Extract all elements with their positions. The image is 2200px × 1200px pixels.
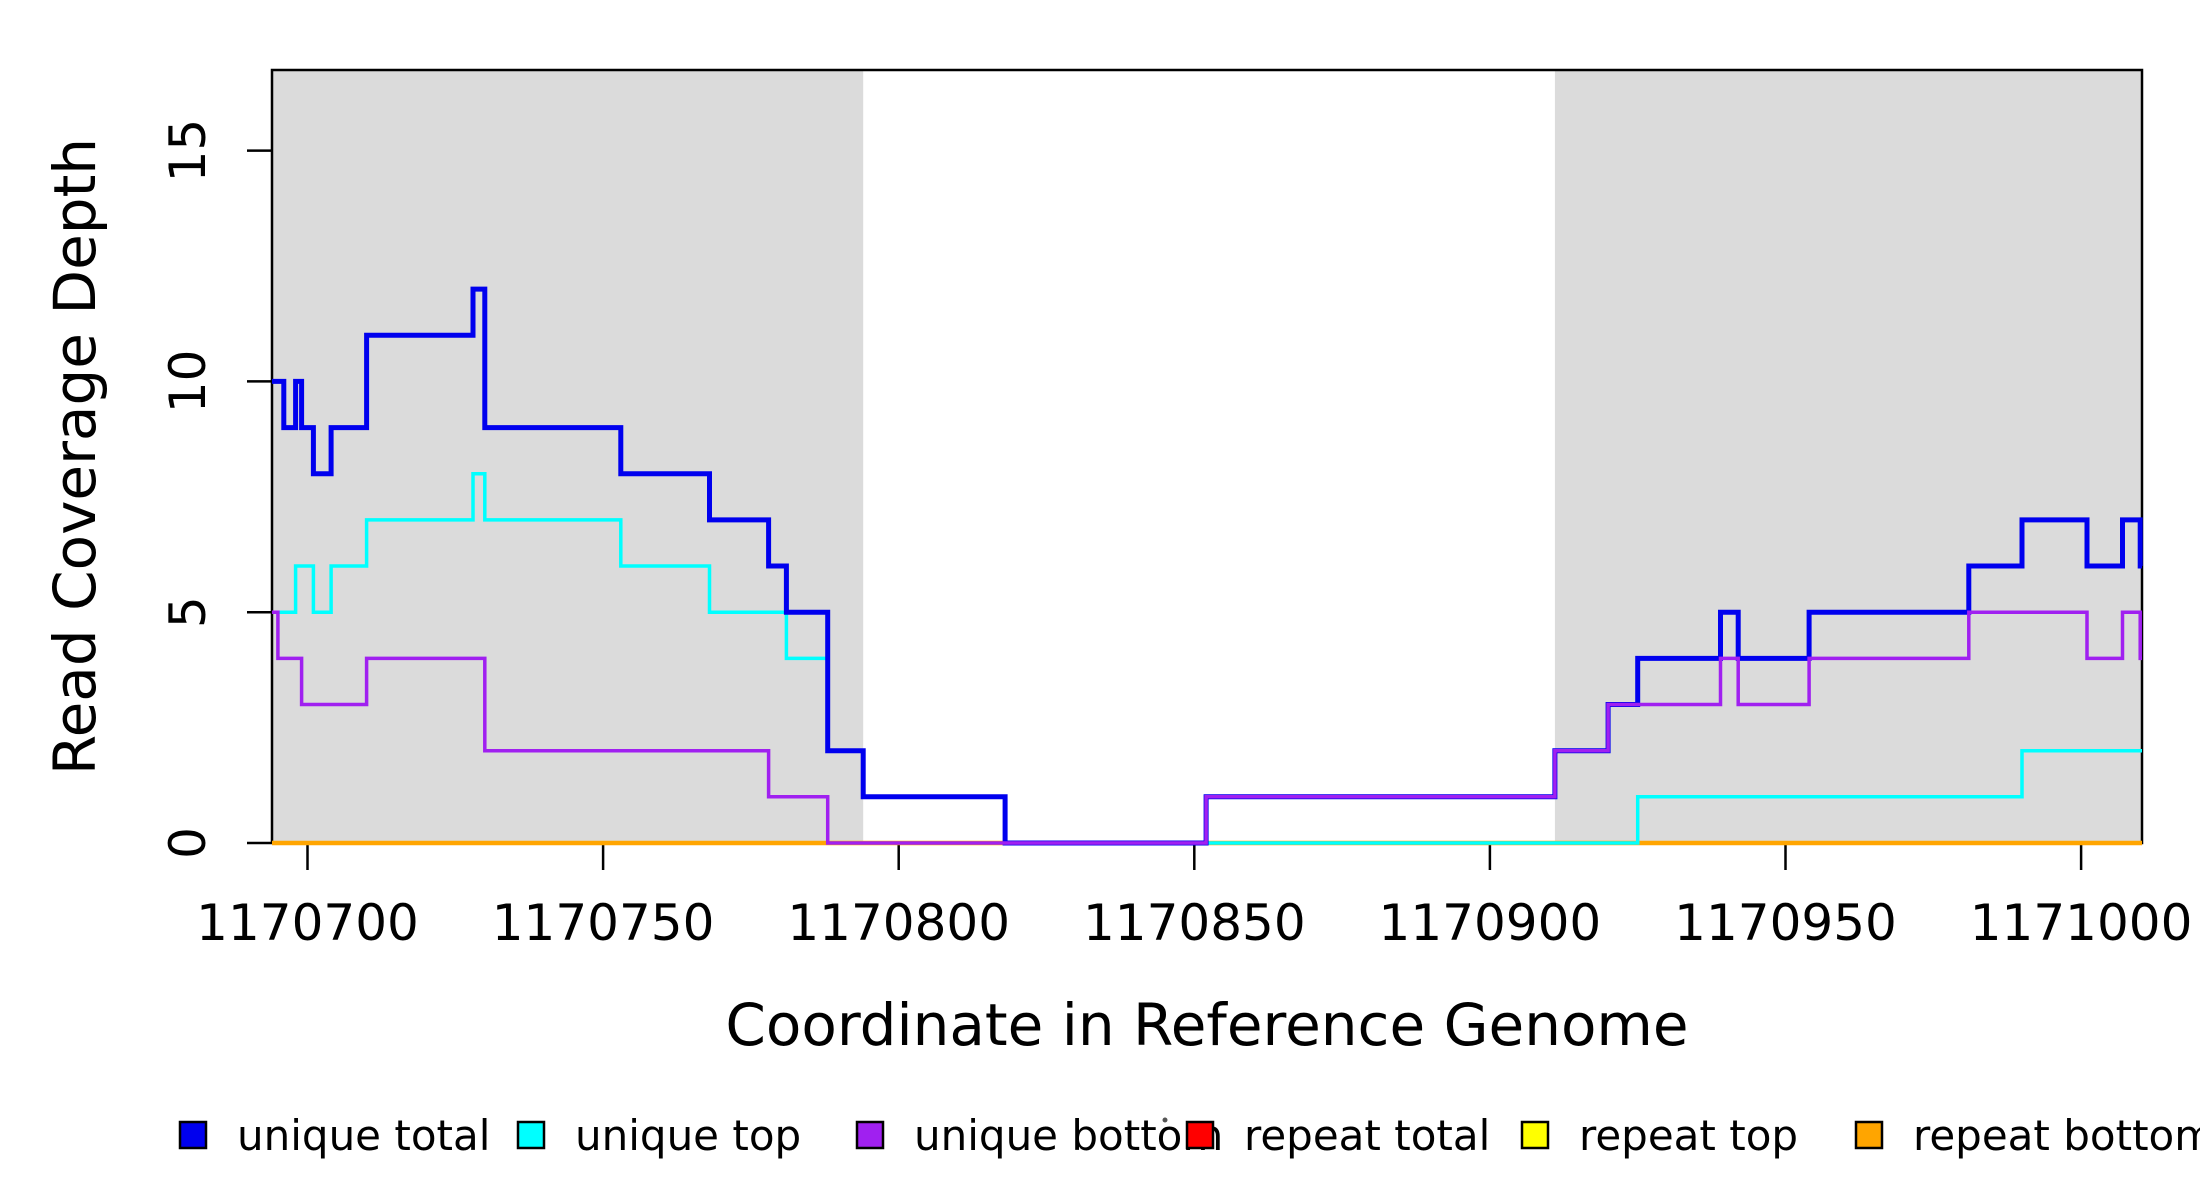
legend-label: unique total [237, 1111, 490, 1160]
legend-label: unique top [575, 1111, 801, 1160]
shaded-region-1 [1554, 70, 2142, 843]
legend-swatch-unique-top [516, 1120, 546, 1150]
series-unique-total [272, 286, 2143, 846]
legend-label: repeat top [1579, 1111, 1798, 1160]
legend-label: unique bottom [914, 1111, 1223, 1160]
y-axis-title: Read Coverage Depth [41, 138, 109, 775]
x-axis-title: Coordinate in Reference Genome [725, 991, 1688, 1059]
shaded-region-0 [272, 70, 864, 843]
x-tick-label: 1170750 [492, 894, 715, 952]
legend-swatch-unique-bottom [855, 1120, 885, 1150]
x-tick-label: 1170850 [1083, 894, 1306, 952]
x-tick-label: 1170700 [196, 894, 419, 952]
legend-swatch-unique-total [178, 1120, 208, 1150]
legend-swatch-repeat-top [1520, 1120, 1550, 1150]
y-tick-label: 15 [159, 119, 217, 183]
series-unique-bottom [272, 610, 2142, 845]
legend-swatch-repeat-total [1185, 1120, 1215, 1150]
legend-swatch-repeat-bottom [1854, 1120, 1884, 1150]
x-tick-label: 1170900 [1379, 894, 1602, 952]
y-tick-label: 5 [159, 596, 217, 628]
stray-dot [1162, 1117, 1168, 1123]
y-tick-label: 0 [159, 827, 217, 859]
legend-label: repeat bottom [1913, 1111, 2200, 1160]
legend-label: repeat total [1244, 1111, 1490, 1160]
y-tick-label: 10 [159, 350, 217, 414]
x-tick-label: 1170950 [1674, 894, 1897, 952]
x-tick-label: 1171000 [1970, 894, 2193, 952]
x-tick-label: 1170800 [787, 894, 1010, 952]
